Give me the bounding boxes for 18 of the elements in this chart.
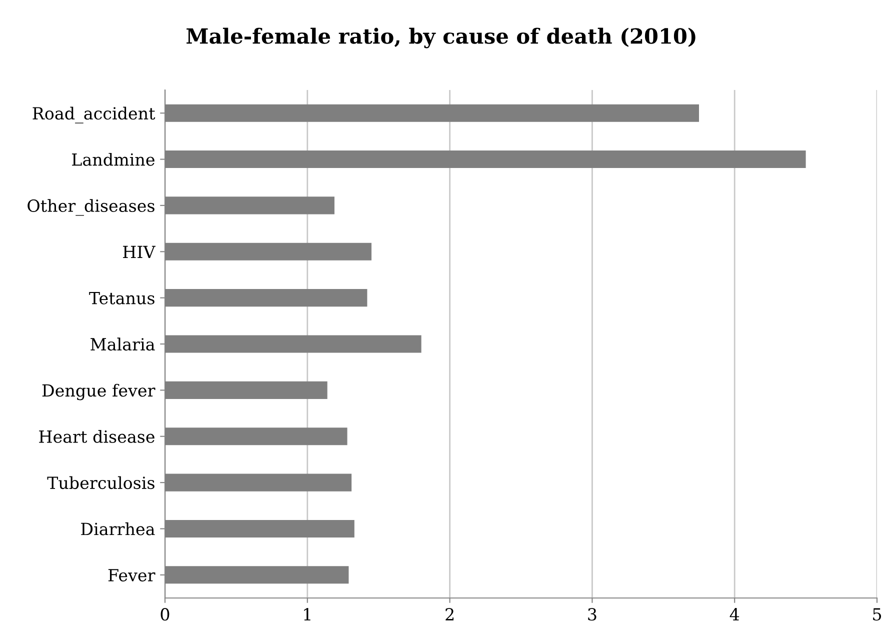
y-tick-label: Road_accident (32, 106, 156, 124)
x-tick-label: 3 (588, 608, 596, 621)
chart-title: Male-female ratio, by cause of death (2010) (186, 28, 696, 48)
y-tick-label: Tuberculosis (47, 476, 154, 490)
y-tick-label: Tetanus (89, 292, 154, 304)
y-tick-label: Diarrhea (81, 522, 155, 536)
y-tick-label: Heart disease (39, 430, 154, 443)
y-tick-label: Landmine (72, 152, 154, 166)
y-tick-label: HIV (123, 246, 156, 258)
x-tick-label: 1 (304, 608, 310, 620)
y-tick-label: Other_diseases (28, 199, 154, 216)
y-tick-label: Malaria (90, 338, 155, 351)
y-tick-label: Fever (108, 569, 156, 582)
x-tick-label: 0 (160, 608, 170, 621)
x-tick-label: 5 (873, 608, 882, 621)
x-tick-label: 2 (446, 608, 454, 620)
y-tick-label: Dengue fever (42, 384, 156, 400)
x-tick-label: 4 (730, 608, 740, 620)
